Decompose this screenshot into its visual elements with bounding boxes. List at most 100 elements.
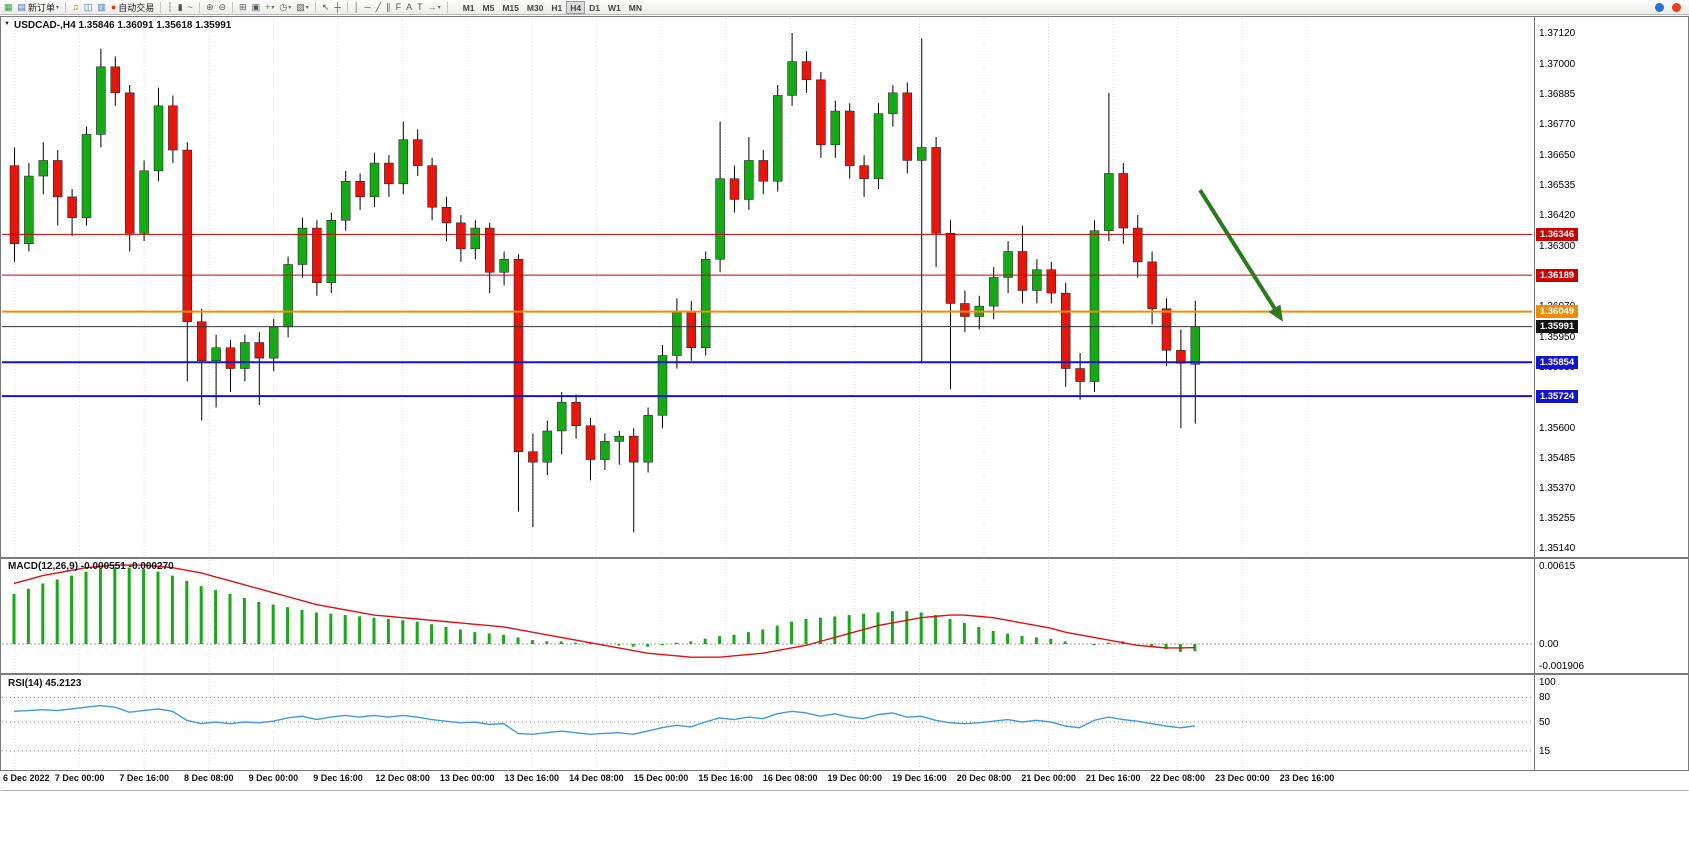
periods-button[interactable]: ◷ ▾: [277, 1, 293, 14]
crosshair-icon: ┼: [334, 1, 341, 12]
candle-body: [1003, 251, 1013, 278]
vertical-line-button[interactable]: │: [352, 1, 362, 14]
toolbar-separator: [446, 1, 448, 13]
candle-body: [412, 139, 423, 166]
metaquotes-button[interactable]: [1653, 1, 1666, 14]
templates-button[interactable]: ▨ ▾: [294, 1, 311, 14]
channel-button[interactable]: ∥: [384, 1, 393, 14]
autotrading-label: 自动交易: [118, 2, 155, 13]
new-order-icon: ▤: [17, 1, 27, 12]
indicators-button[interactable]: + ▾: [263, 1, 276, 14]
candle-body: [67, 196, 77, 218]
candle-body: [1017, 251, 1028, 291]
candle-body: [513, 259, 524, 453]
toolbar-separator: [314, 1, 316, 13]
trendline-button[interactable]: ╱: [374, 1, 383, 14]
candle-body: [902, 92, 913, 161]
text-label-button[interactable]: T: [415, 1, 425, 14]
candle-body: [945, 233, 956, 304]
bar-chart-type-icon: ┆: [167, 1, 173, 12]
timeframe-w1-button[interactable]: W1: [608, 2, 621, 13]
timeframe-d1-button[interactable]: D1: [589, 2, 601, 13]
candle-body: [283, 264, 293, 328]
data-window-button[interactable]: ▥: [95, 1, 108, 14]
candle-body: [340, 181, 351, 221]
arrows-button[interactable]: → ▾: [426, 1, 443, 14]
text-button[interactable]: A: [404, 1, 414, 14]
timeframe-mn-button[interactable]: MN: [628, 2, 643, 13]
candle-body: [816, 79, 826, 146]
candle-body: [240, 342, 250, 369]
candle-body: [499, 259, 509, 273]
candle-body: [52, 160, 63, 198]
timeframe-h1-button[interactable]: H1: [551, 2, 563, 13]
candle-body: [456, 222, 466, 250]
crosshair-button[interactable]: ┼: [332, 1, 342, 14]
indicators-icon: +: [265, 1, 271, 12]
candle-body: [744, 160, 754, 200]
candle-body: [772, 95, 783, 182]
toolbar-buttons: ▦ ▤ 新订单 ▾ ♫ ◫ ▥ ● 自动交易 ┆ ▮ ~ ⊕ ⊖ ⊞ ▣ + ▾ ◷ ▾ ▨ ▾ ↖ ┼ │ ─ ╱ ∥ F A T → ▾: [2, 1, 451, 14]
timeframe-m5-button[interactable]: M5: [482, 2, 495, 13]
candle-body: [657, 355, 668, 416]
candle-body: [888, 92, 898, 114]
candle-body: [1104, 173, 1114, 231]
rsi-line: [13, 704, 1195, 736]
chart-window-button[interactable]: ▦: [2, 1, 15, 14]
candle-body: [427, 165, 437, 208]
zoom-out-icon: ⊖: [218, 1, 227, 12]
cursor-button[interactable]: ↖: [320, 1, 332, 14]
autotrading-icon: ●: [110, 1, 117, 12]
record-button[interactable]: [1670, 1, 1683, 14]
candle-body: [153, 105, 164, 172]
tile-windows-button[interactable]: ⊞: [237, 1, 249, 14]
candle-body: [700, 259, 711, 348]
candle-body: [873, 113, 884, 179]
candle-body: [139, 170, 149, 234]
candle-body: [268, 326, 279, 359]
candle-body: [398, 139, 409, 185]
candle-body: [1190, 326, 1201, 365]
zoom-out-button[interactable]: ⊖: [216, 1, 228, 14]
timeframe-m15-button[interactable]: M15: [502, 2, 519, 13]
candle-body: [1176, 350, 1186, 364]
candle-body: [225, 347, 236, 369]
trend-arrow-line[interactable]: [1198, 189, 1277, 310]
line-chart-type-button[interactable]: ~: [186, 1, 195, 14]
toolbar-separator: [232, 1, 234, 13]
tile-windows-icon: ⊞: [239, 1, 247, 12]
candle-body: [672, 311, 682, 356]
timeframe-m1-button[interactable]: M1: [462, 2, 475, 13]
candle-body: [1147, 261, 1157, 309]
autotrading-button[interactable]: ● 自动交易: [109, 1, 156, 14]
market-watch-button[interactable]: ◫: [82, 1, 95, 14]
candle-body: [1046, 269, 1057, 294]
cascade-windows-button[interactable]: ▣: [250, 1, 263, 14]
candle-body: [369, 162, 380, 198]
chevron-down-icon: ▾: [288, 4, 292, 11]
bar-chart-type-button[interactable]: ┆: [165, 1, 174, 14]
candle-body: [715, 178, 725, 260]
candle-body: [528, 451, 538, 463]
new-order-button[interactable]: ▤ 新订单 ▾: [16, 1, 62, 14]
timeframe-h4-button[interactable]: H4: [566, 0, 586, 14]
horizontal-line-button[interactable]: ─: [362, 1, 372, 14]
candle-body: [758, 160, 769, 182]
timeframe-m30-button[interactable]: M30: [526, 2, 544, 13]
candle-body: [96, 66, 106, 135]
chevron-down-icon: ▾: [437, 4, 441, 11]
candle-body: [312, 227, 322, 283]
text-icon: A: [406, 1, 413, 12]
toolbar-separator: [160, 1, 162, 13]
toolbar-separator: [198, 1, 200, 13]
candle-chart-type-button[interactable]: ▮: [176, 1, 185, 14]
zoom-in-button[interactable]: ⊕: [204, 1, 216, 14]
candle-body: [1118, 173, 1129, 229]
candle-body: [960, 303, 970, 317]
sound-button[interactable]: ♫: [70, 1, 81, 14]
chevron-down-icon: ▾: [305, 4, 309, 11]
sound-icon: ♫: [72, 1, 79, 12]
fibonacci-button[interactable]: F: [394, 1, 404, 14]
toolbar-right: [1653, 1, 1687, 14]
